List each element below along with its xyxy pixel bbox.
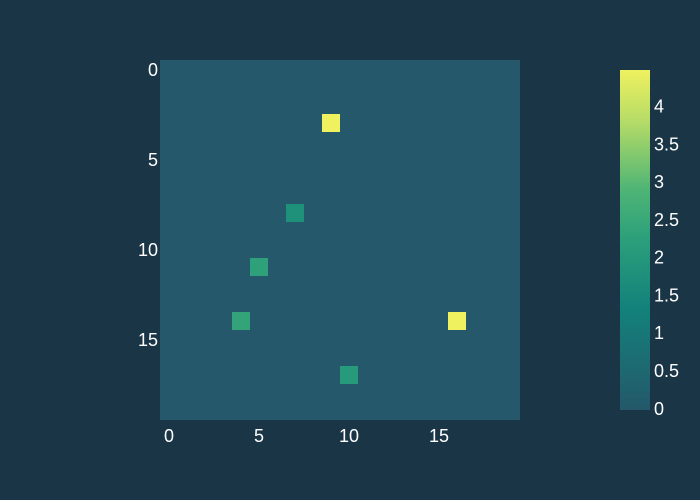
colorbar-tick-label: 2 [654,248,664,268]
colorbar-tick-label: 3 [654,172,664,192]
plot-area [160,60,520,420]
x-tick-label: 10 [339,426,359,446]
heatmap-cell[interactable] [340,366,358,384]
heatmap-cell[interactable] [232,312,250,330]
colorbar-tick-label: 1 [654,323,664,343]
y-tick-label: 15 [138,330,158,350]
colorbar-tick-label: 0.5 [654,361,679,381]
colorbar: 0 0.5 1 1.5 2 2.5 3 3.5 4 [620,70,679,419]
heatmap-cell[interactable] [286,204,304,222]
colorbar-tick-label: 0 [654,399,664,419]
colorbar-tick-label: 4 [654,97,664,117]
colorbar-tick-label: 2.5 [654,210,679,230]
y-axis: 0 5 10 15 [138,60,158,350]
x-tick-label: 15 [429,426,449,446]
x-tick-label: 0 [164,426,174,446]
y-tick-label: 0 [148,60,158,80]
heatmap-cell[interactable] [322,114,340,132]
heatmap-cell[interactable] [448,312,466,330]
x-axis: 0 5 10 15 [164,426,449,446]
y-tick-label: 10 [138,240,158,260]
colorbar-gradient [620,70,650,410]
colorbar-tick-label: 1.5 [654,285,679,305]
colorbar-tick-label: 3.5 [654,134,679,154]
heatmap-cell[interactable] [250,258,268,276]
y-tick-label: 5 [148,150,158,170]
x-tick-label: 5 [254,426,264,446]
